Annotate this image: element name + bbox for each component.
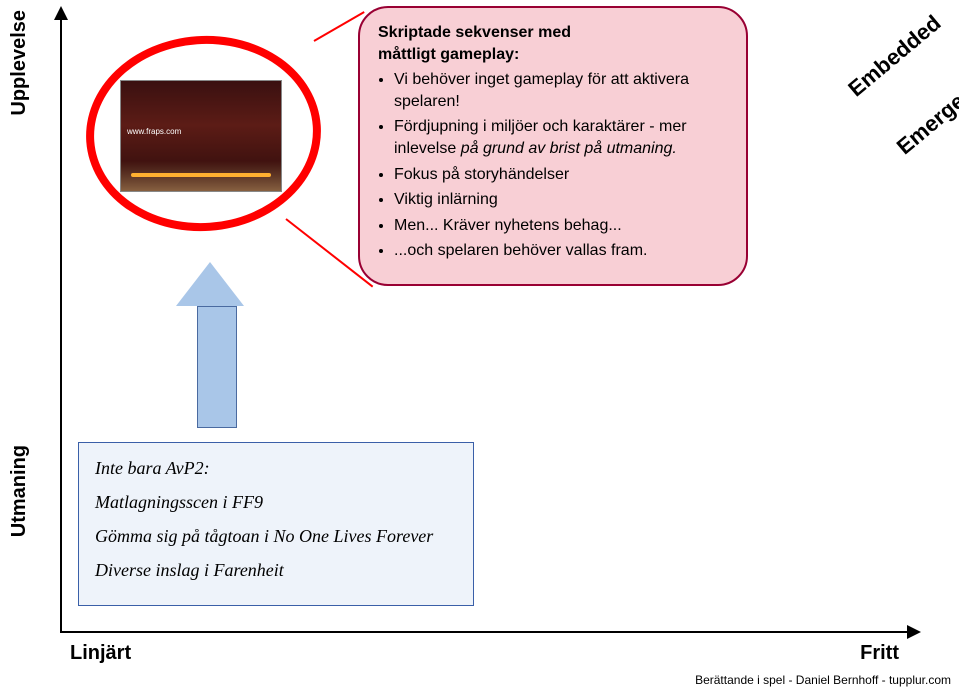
blue-line: Inte bara AvP2: [95,455,457,483]
blue-callout: Inte bara AvP2: Matlagningsscen i FF9 Gö… [78,442,474,606]
pink-bullet: Men... Kräver nyhetens behag... [394,215,728,237]
pink-bullet: Viktig inlärning [394,189,728,211]
heading-line-1: Skriptade sekvenser med [378,24,571,41]
blue-line: Gömma sig på tågtoan i No One Lives Fore… [95,523,457,551]
pink-bullet: Fördjupning i miljöer och karaktärer - m… [394,116,728,159]
pink-bullet: Vi behöver inget gameplay för att aktive… [394,69,728,112]
footer-credit: Berättande i spel - Daniel Bernhoff - tu… [695,673,951,687]
pink-callout: Skriptade sekvenser med måttligt gamepla… [358,6,748,286]
arrow-shaft [197,306,237,428]
blue-up-arrow [190,262,244,428]
diagonal-label-emergent: Emergent [891,75,959,160]
x-axis-right-label: Fritt [860,642,899,665]
x-axis-left-label: Linjärt [70,642,131,665]
y-axis [60,8,62,633]
blue-line: Matlagningsscen i FF9 [95,489,457,517]
blue-line: Diverse inslag i Farenheit [95,557,457,585]
diagonal-label-embedded: Embedded [843,10,946,102]
arrow-head-icon [176,262,244,306]
y-axis-label-utmaning: Utmaning [8,445,31,537]
pink-bullet: ...och spelaren behöver vallas fram. [394,240,728,262]
y-axis-label-upplevelse: Upplevelse [8,10,31,116]
x-axis [60,631,919,633]
heading-line-2: måttligt gameplay: [378,46,519,63]
pink-bullet: Fokus på storyhändelser [394,164,728,186]
pink-callout-heading: Skriptade sekvenser med måttligt gamepla… [378,22,728,65]
highlight-ellipse [79,28,327,239]
pink-callout-list: Vi behöver inget gameplay för att aktive… [378,69,728,262]
